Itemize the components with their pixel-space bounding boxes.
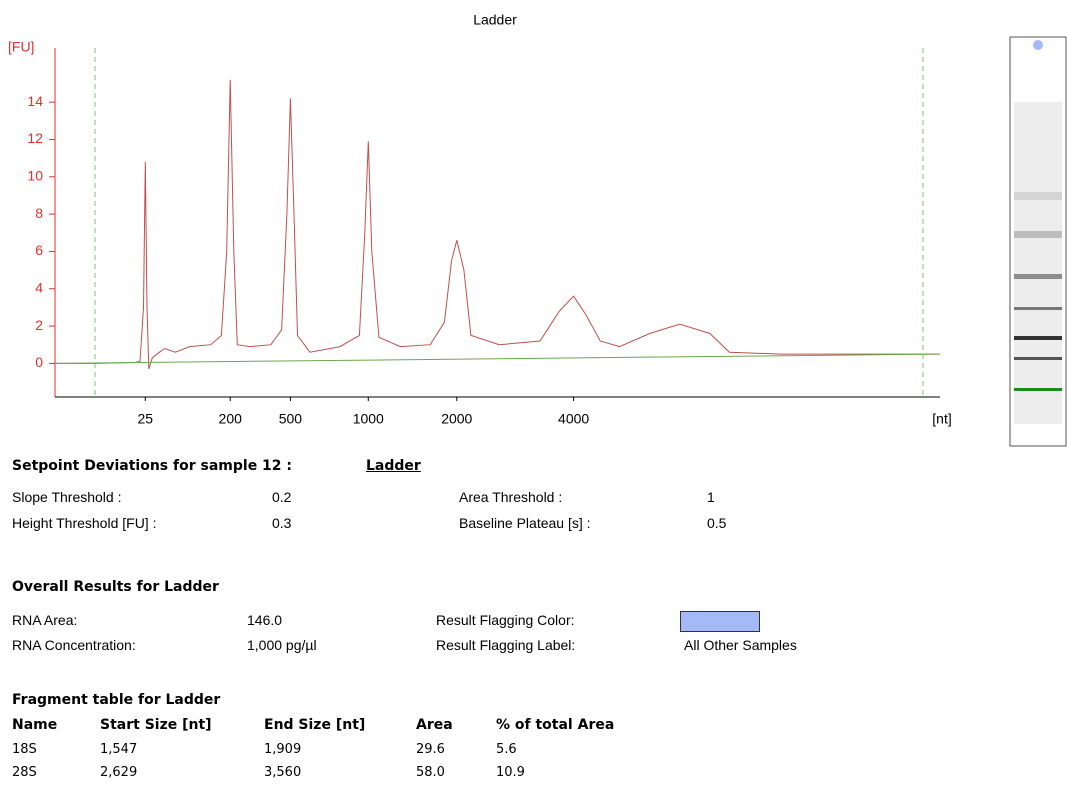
y-tick-label: 8: [35, 205, 43, 221]
table-cell: 29.6: [416, 741, 445, 759]
column-header: % of total Area: [496, 716, 614, 734]
result-label: RNA Concentration:: [12, 636, 136, 654]
column-header: End Size [nt]: [264, 716, 365, 734]
result-label: RNA Area:: [12, 611, 77, 629]
trace: [55, 354, 940, 363]
table-cell: 5.6: [496, 741, 517, 759]
x-tick-label: 2000: [441, 411, 472, 427]
result-label: Result Flagging Label:: [436, 636, 575, 654]
setpoint-value: 0.3: [272, 514, 291, 532]
gel-band: [1014, 336, 1062, 340]
result-value: All Other Samples: [684, 636, 797, 654]
gel-marker-band: [1014, 388, 1062, 391]
x-tick-label: 200: [219, 411, 243, 427]
gel-lane: [1010, 37, 1066, 446]
y-tick-label: 4: [35, 279, 43, 295]
trace: [55, 80, 940, 369]
y-tick-label: 6: [35, 242, 43, 258]
result-label: Result Flagging Color:: [436, 611, 575, 629]
flag-color-swatch: [680, 611, 760, 632]
x-tick-label: 500: [279, 411, 303, 427]
overall-heading: Overall Results for Ladder: [12, 578, 219, 596]
page: Ladder [FU] [nt] 0 2 4 6 8 10 12 14 25 200 500 1000 20…: [0, 0, 1067, 789]
column-header: Area: [416, 716, 453, 734]
gel-band: [1014, 274, 1062, 279]
y-tick-label: 12: [27, 130, 43, 146]
y-tick-label: 0: [35, 354, 43, 370]
x-tick-label: 4000: [558, 411, 589, 427]
table-cell: 3,560: [264, 764, 301, 782]
chart-title: Ladder: [473, 12, 517, 28]
gel-background: [1014, 102, 1062, 424]
table-cell: 18S: [12, 741, 37, 759]
setpoint-value: 1: [707, 488, 715, 506]
setpoint-value: 0.5: [707, 514, 726, 532]
column-header: Start Size [nt]: [100, 716, 212, 734]
setpoint-label: Height Threshold [FU] :: [12, 514, 156, 532]
column-header: Name: [12, 716, 57, 734]
setpoint-label: Area Threshold :: [459, 488, 562, 506]
electropherogram: Ladder [FU] [nt] 0 2 4 6 8 10 12 14 25 200 500 1000 20…: [0, 0, 1067, 450]
gel-band: [1014, 357, 1062, 360]
y-tick-label: 2: [35, 317, 43, 333]
table-cell: 1,909: [264, 741, 301, 759]
y-tick-label: 10: [27, 167, 43, 183]
result-value: 1,000 pg/µl: [247, 636, 317, 654]
x-tick-label: 25: [137, 411, 153, 427]
table-cell: 28S: [12, 764, 37, 782]
gel-band: [1014, 231, 1062, 238]
table-cell: 1,547: [100, 741, 137, 759]
y-tick-label: 14: [27, 93, 43, 109]
gel-band: [1014, 307, 1062, 310]
x-axis-label: [nt]: [932, 411, 951, 427]
table-cell: 10.9: [496, 764, 525, 782]
table-cell: 2,629: [100, 764, 137, 782]
setpoint-label: Slope Threshold :: [12, 488, 121, 506]
setpoint-sample: Ladder: [366, 457, 421, 475]
setpoint-heading: Setpoint Deviations for sample 12 :: [12, 457, 292, 475]
x-tick-label: 1000: [353, 411, 384, 427]
table-cell: 58.0: [416, 764, 445, 782]
y-axis-label: [FU]: [8, 39, 34, 55]
gel-flag: [1033, 40, 1043, 50]
gel-band: [1014, 192, 1062, 200]
fragment-heading: Fragment table for Ladder: [12, 691, 220, 709]
setpoint-label: Baseline Plateau [s] :: [459, 514, 591, 532]
setpoint-value: 0.2: [272, 488, 291, 506]
result-value: 146.0: [247, 611, 282, 629]
